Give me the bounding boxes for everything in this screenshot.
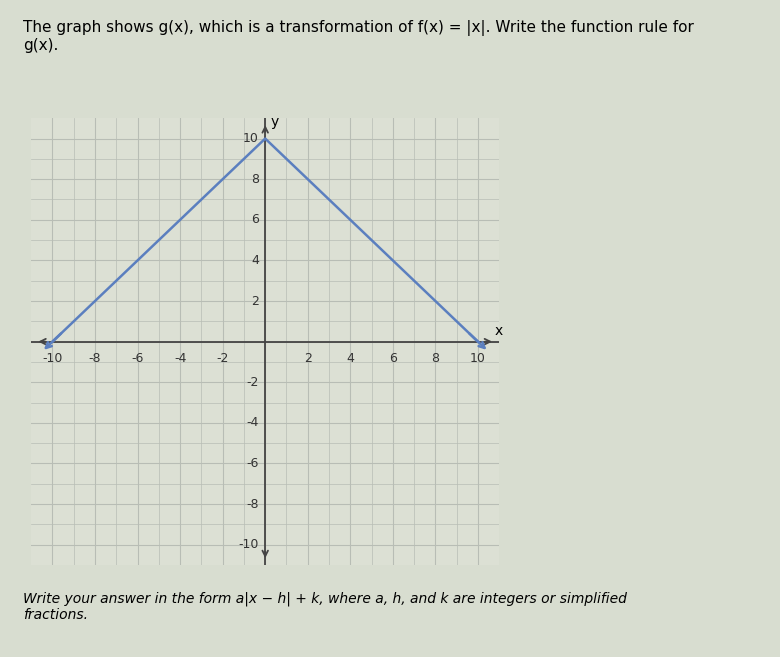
Text: -10: -10 — [239, 538, 259, 551]
Text: 10: 10 — [470, 351, 486, 365]
Text: 6: 6 — [251, 214, 259, 226]
Text: x: x — [495, 325, 503, 338]
Text: -8: -8 — [246, 497, 259, 510]
Text: -8: -8 — [89, 351, 101, 365]
Text: -6: -6 — [246, 457, 259, 470]
Text: Write your answer in the form a|x − h| + k, where a, h, and k are integers or si: Write your answer in the form a|x − h| +… — [23, 591, 627, 622]
Text: 4: 4 — [346, 351, 354, 365]
Text: 2: 2 — [251, 294, 259, 307]
Text: 10: 10 — [243, 132, 259, 145]
Text: -4: -4 — [246, 417, 259, 430]
Text: 2: 2 — [303, 351, 312, 365]
Text: 6: 6 — [389, 351, 397, 365]
Text: 8: 8 — [251, 173, 259, 186]
Text: -6: -6 — [131, 351, 144, 365]
Text: The graph shows g(x), which is a transformation of f(x) = |x|. Write the functio: The graph shows g(x), which is a transfo… — [23, 20, 694, 53]
Text: -10: -10 — [42, 351, 62, 365]
Text: 8: 8 — [431, 351, 439, 365]
Text: -2: -2 — [217, 351, 229, 365]
Text: -2: -2 — [246, 376, 259, 389]
Text: -4: -4 — [174, 351, 186, 365]
Text: y: y — [271, 116, 278, 129]
Text: 4: 4 — [251, 254, 259, 267]
